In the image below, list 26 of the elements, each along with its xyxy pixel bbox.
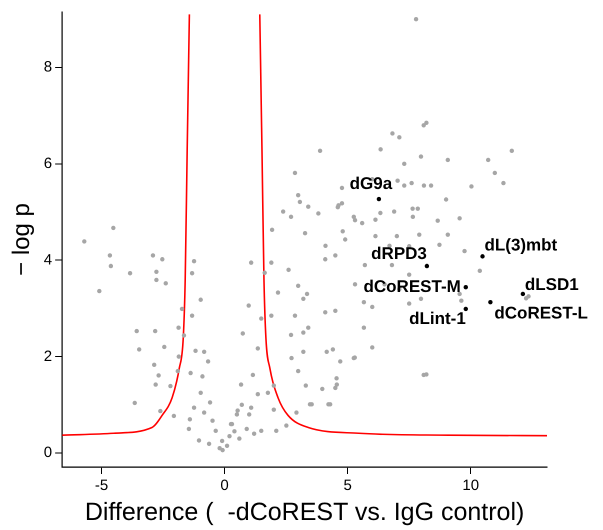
point bbox=[376, 196, 382, 202]
annotation: dLint-1 bbox=[409, 309, 466, 328]
annotation: dCoREST-L bbox=[494, 303, 588, 322]
annotation: dRPD3 bbox=[371, 244, 427, 264]
annotation: dL(3)mbt bbox=[484, 236, 558, 255]
annotation: dCoREST-M bbox=[364, 276, 461, 296]
y-tick-label: 8 bbox=[44, 58, 52, 76]
point bbox=[464, 285, 468, 290]
x-tick-label: 0 bbox=[220, 477, 229, 494]
point bbox=[464, 306, 468, 312]
y-tick-label: 0 bbox=[44, 444, 52, 462]
y-tick-label: 4 bbox=[44, 251, 52, 268]
x-axis-title: Difference ( -dCoREST vs. IgG control) bbox=[84, 498, 524, 526]
point bbox=[520, 292, 526, 296]
y-tick-label: 6 bbox=[44, 154, 52, 172]
y-tick-label: 2 bbox=[44, 348, 52, 365]
annotation: dLSD1 bbox=[524, 275, 579, 294]
line-series bbox=[62, 14, 190, 436]
point bbox=[424, 264, 430, 268]
x-tick-label: 5 bbox=[343, 477, 352, 494]
x-tick-label: 10 bbox=[462, 477, 480, 494]
point bbox=[480, 254, 485, 259]
annotation: dG9a bbox=[350, 174, 393, 194]
y-axis-title: − log p bbox=[8, 203, 36, 276]
x-tick-label: -5 bbox=[94, 477, 108, 494]
point bbox=[488, 300, 493, 304]
